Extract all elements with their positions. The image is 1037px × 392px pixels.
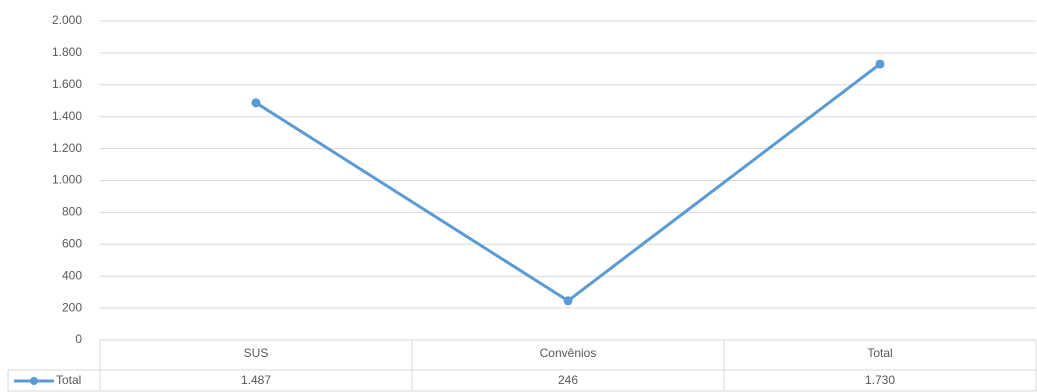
y-tick-label: 2.000 bbox=[52, 13, 82, 27]
y-tick-label: 200 bbox=[62, 300, 82, 314]
series-line bbox=[255, 62, 881, 303]
legend-key-marker bbox=[30, 377, 38, 385]
table-value: 246 bbox=[558, 373, 578, 387]
y-tick-label: 0 bbox=[75, 332, 82, 346]
x-tick-label: SUS bbox=[244, 346, 269, 360]
point bbox=[251, 98, 261, 108]
table-value: 1.730 bbox=[865, 373, 895, 387]
x-tick-label: Convênios bbox=[540, 346, 597, 360]
y-tick-label: 600 bbox=[62, 236, 82, 250]
legend-label: Total bbox=[56, 373, 81, 387]
y-tick-label: 1.800 bbox=[52, 45, 82, 59]
y-tick-label: 800 bbox=[62, 205, 82, 219]
y-tick-label: 1.200 bbox=[52, 141, 82, 155]
point bbox=[563, 296, 573, 306]
y-tick-label: 1.000 bbox=[52, 173, 82, 187]
x-tick-label: Total bbox=[867, 346, 892, 360]
y-tick-label: 1.600 bbox=[52, 77, 82, 91]
table-value: 1.487 bbox=[241, 373, 271, 387]
point bbox=[875, 59, 885, 69]
y-tick-label: 1.400 bbox=[52, 109, 82, 123]
y-tick-label: 400 bbox=[62, 268, 82, 282]
